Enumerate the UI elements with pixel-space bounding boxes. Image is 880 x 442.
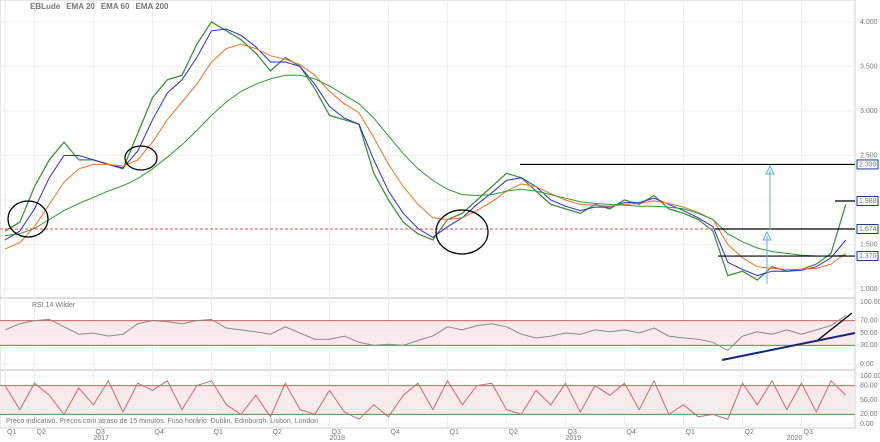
y-tick-label: 100.00	[860, 299, 880, 306]
y-tick-label: 3.500	[860, 63, 878, 70]
x-tick-label: Q3	[332, 429, 341, 436]
level-label: 1.988	[859, 198, 877, 205]
y-tick-label: 20.00	[860, 411, 878, 418]
annotations	[7, 145, 856, 361]
legend-entry: EBLude	[30, 2, 61, 11]
circle-annotation	[124, 145, 158, 171]
y-tick-label: 30.00	[860, 342, 878, 349]
x-year-label: 2018	[330, 435, 346, 442]
circle-annotation	[435, 209, 489, 255]
y-tick-label: 4.000	[860, 19, 878, 26]
x-tick-label: Q2	[745, 429, 754, 436]
plot-frame	[0, 0, 856, 429]
footer-note: Preço indicativo. Preços com atraso de 1…	[6, 418, 318, 425]
y-tick-label: 0.00	[860, 421, 874, 428]
level-label: 2.399	[859, 161, 877, 168]
level-label: 1.674	[859, 226, 877, 233]
series-line	[4, 315, 847, 352]
arrows	[762, 164, 775, 284]
level-box	[856, 196, 879, 207]
x-tick-label: Q2	[37, 429, 46, 436]
x-tick-label: Q1	[450, 429, 459, 436]
series-line	[4, 28, 847, 277]
x-tick-label: Q2	[509, 429, 518, 436]
level-box	[856, 251, 879, 262]
x-tick-label: Q4	[627, 429, 636, 436]
level-box	[856, 223, 879, 234]
y-tick-label: 0.00	[860, 361, 874, 368]
y-tick-label: 1.000	[860, 286, 878, 293]
x-tick-label: Q1	[214, 429, 223, 436]
series-line	[4, 21, 847, 281]
x-tick-label: Q3	[804, 429, 813, 436]
legend-entry: EMA 200	[135, 2, 169, 11]
arrow-head	[762, 230, 772, 241]
series-line	[4, 379, 847, 420]
x-tick-label: Q4	[391, 429, 400, 436]
x-tick-label: Q4	[155, 429, 164, 436]
y-tick-label: 50.00	[860, 330, 878, 337]
trend-line	[817, 312, 853, 341]
x-tick-label: Q1	[7, 429, 16, 436]
y-tick-label: 2.500	[860, 152, 878, 159]
legend-entry: EMA 60	[101, 2, 130, 11]
y-tick-label: 3.000	[860, 108, 878, 115]
trend-line	[721, 332, 856, 361]
y-tick-label: 1.500	[860, 241, 878, 248]
panel-title: RSI 14 Wilder	[32, 302, 76, 309]
x-year-label: 2020	[787, 435, 803, 442]
y-tick-label: 70.00	[860, 317, 878, 324]
x-tick-label: Q3	[568, 429, 577, 436]
x-tick-label: Q3	[96, 429, 105, 436]
level-box	[856, 159, 879, 170]
x-year-label: 2017	[94, 435, 110, 442]
circle-annotation	[7, 200, 49, 238]
level-label: 1.370	[859, 253, 877, 260]
y-tick-label: 100.00	[860, 373, 880, 380]
y-tick-label: 50.00	[860, 397, 878, 404]
x-year-label: 2019	[566, 435, 582, 442]
x-tick-label: Q2	[273, 429, 282, 436]
arrow-head	[765, 164, 775, 175]
legend-entry: EMA 20	[66, 2, 95, 11]
x-tick-label: Q1	[686, 429, 695, 436]
series-line	[4, 74, 846, 257]
legend: EBLude EMA 20 EMA 60 EMA 200	[30, 2, 169, 11]
y-tick-label: 80.00	[860, 382, 878, 389]
series-line	[4, 43, 847, 270]
